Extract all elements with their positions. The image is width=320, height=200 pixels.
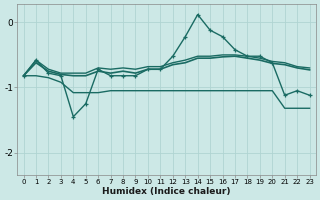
- X-axis label: Humidex (Indice chaleur): Humidex (Indice chaleur): [102, 187, 231, 196]
